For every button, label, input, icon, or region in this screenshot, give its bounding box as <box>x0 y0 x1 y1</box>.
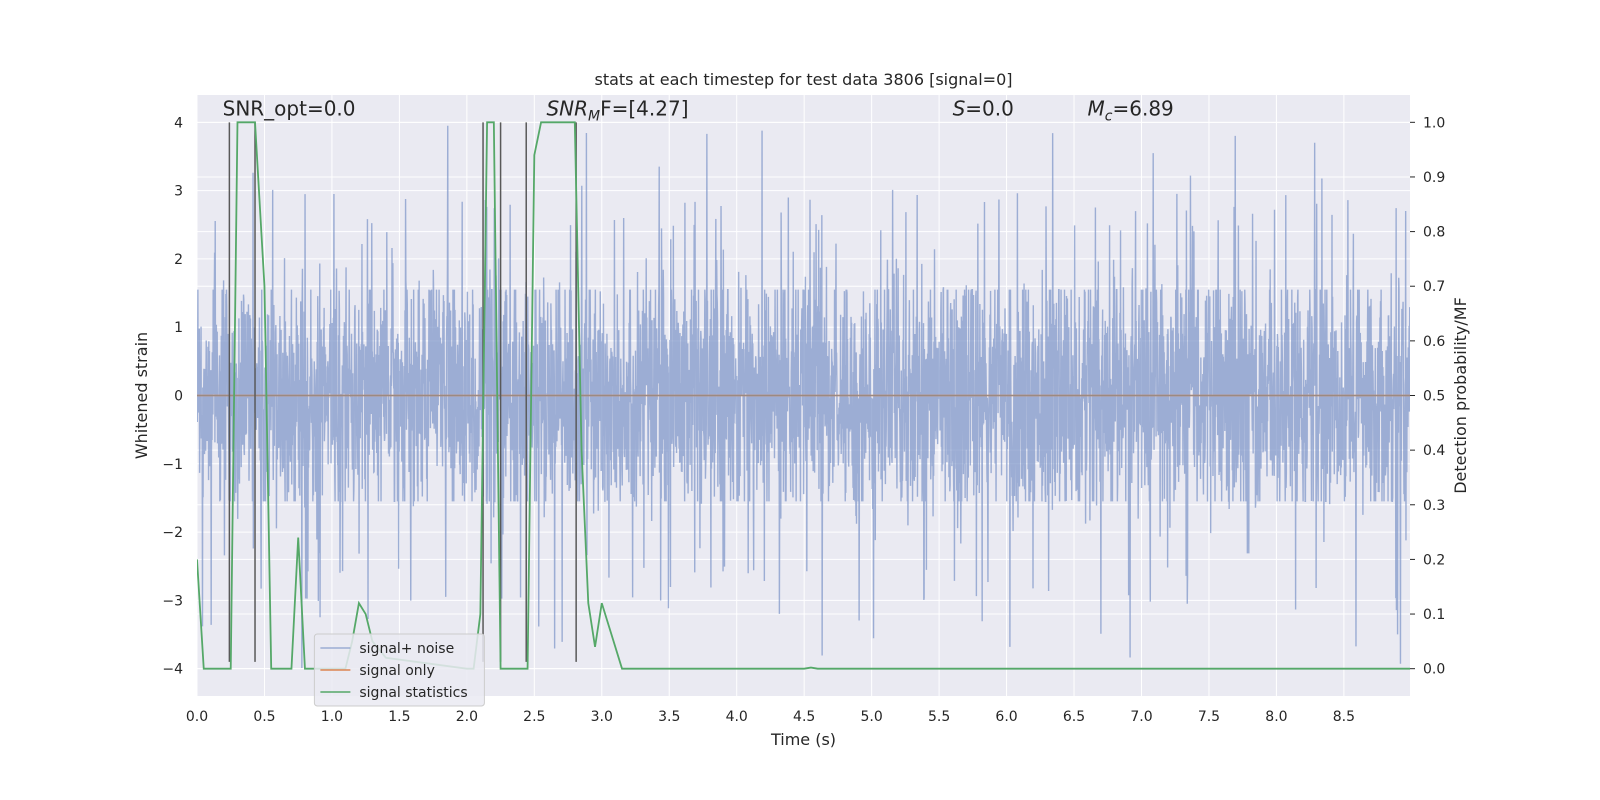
signal-plus-noise-line <box>197 125 1410 669</box>
right-y-tick-label: 0.4 <box>1423 443 1445 459</box>
right-y-tick-label: 0.6 <box>1423 334 1445 350</box>
x-tick-label: 2.0 <box>456 709 478 725</box>
annotation-tail: =0.0 <box>965 96 1014 120</box>
annotation-base: M <box>1088 96 1105 120</box>
x-tick-label: 0.5 <box>253 709 275 725</box>
annotation-tail: F=[4.27] <box>600 96 688 120</box>
x-tick-label: 2.5 <box>523 709 545 725</box>
x-tick-label: 5.5 <box>928 709 950 725</box>
right-y-tick-label: 0.1 <box>1423 607 1445 623</box>
x-tick-label: 4.0 <box>726 709 748 725</box>
right-y-tick-label: 0.2 <box>1423 552 1445 568</box>
annotation-text: Mc=6.89 <box>1088 96 1174 124</box>
annotation-subscript: c <box>1105 108 1113 124</box>
x-tick-label: 8.0 <box>1265 709 1287 725</box>
legend-box <box>313 633 485 707</box>
annotation-text: S=0.0 <box>953 96 1014 120</box>
right-y-tick-label: 0.5 <box>1423 389 1445 405</box>
y-axis-label: Whitened strain <box>132 332 151 459</box>
x-axis-label: Time (s) <box>770 730 836 749</box>
chart-title: stats at each timestep for test data 380… <box>594 70 1012 89</box>
x-tick-label: 6.0 <box>995 709 1017 725</box>
right-y-tick-label: 0.3 <box>1423 498 1445 514</box>
x-tick-label: 5.0 <box>861 709 883 725</box>
y-tick-label: 1 <box>174 320 183 336</box>
x-tick-label: 1.5 <box>388 709 410 725</box>
x-tick-label: 8.5 <box>1333 709 1355 725</box>
annotation-base: SNR <box>546 96 588 120</box>
x-tick-label: 3.0 <box>591 709 613 725</box>
y-tick-label: 2 <box>174 252 183 268</box>
x-tick-label: 7.0 <box>1130 709 1152 725</box>
y-tick-label: −4 <box>162 662 183 678</box>
x-tick-label: 0.0 <box>186 709 208 725</box>
y-tick-label: −3 <box>162 593 183 609</box>
x-tick-label: 7.5 <box>1198 709 1220 725</box>
right-y-tick-label: 0.8 <box>1423 225 1445 241</box>
y-tick-label: 0 <box>174 389 183 405</box>
right-y-tick-label: 0.0 <box>1423 662 1445 678</box>
legend-label: signal+ noise <box>359 641 454 657</box>
annotation-subscript: M <box>588 108 600 124</box>
legend-label: signal only <box>359 663 434 679</box>
y-tick-label: −2 <box>162 525 183 541</box>
x-tick-label: 1.0 <box>321 709 343 725</box>
annotation-base: S <box>953 96 966 120</box>
x-tick-label: 6.5 <box>1063 709 1085 725</box>
y-tick-label: −1 <box>162 457 183 473</box>
signal-plus-noise-series <box>197 125 1410 669</box>
annotation-text: SNRMF=[4.27] <box>546 96 688 124</box>
legend-label: signal statistics <box>359 685 467 701</box>
annotation-tail: =6.89 <box>1112 96 1173 120</box>
y-tick-label: 4 <box>174 115 183 131</box>
annotations: SNR_opt=0.0 SNRMF=[4.27] S=0.0 Mc=6.89 <box>223 96 1174 124</box>
right-y-axis-label: Detection probability/MF <box>1451 297 1470 494</box>
right-y-tick-label: 0.7 <box>1423 279 1445 295</box>
right-y-tick-label: 0.9 <box>1423 170 1445 186</box>
annotation-base: SNR_opt=0.0 <box>223 96 356 120</box>
axis-ticks: 0.0 0.5 1.0 1.5 2.0 2.5 3.0 3.5 4.0 4.5 5.0 5.5 6.0 6… <box>162 115 1445 725</box>
y-tick-label: 3 <box>174 184 183 200</box>
x-tick-label: 3.5 <box>658 709 680 725</box>
right-y-tick-label: 1.0 <box>1423 115 1445 131</box>
legend: signal+ noise signal only signal statistic… <box>313 633 485 707</box>
annotation-text: SNR_opt=0.0 <box>223 96 356 120</box>
x-tick-label: 4.5 <box>793 709 815 725</box>
